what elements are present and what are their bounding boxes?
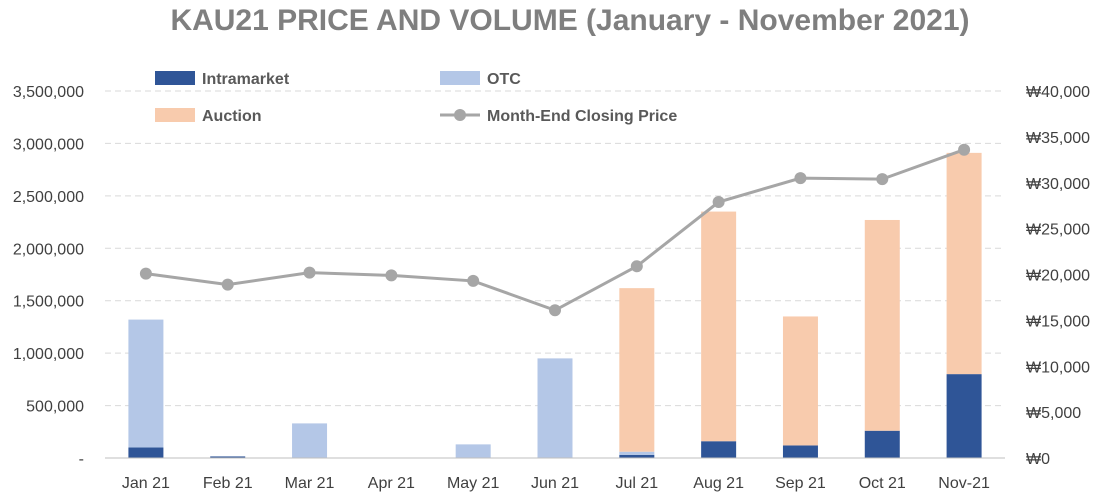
price-point — [712, 196, 725, 209]
legend-label-auction: Auction — [202, 108, 262, 125]
x-tick-label: Feb 21 — [203, 475, 253, 492]
price-point — [385, 269, 398, 282]
legend-swatch-auction — [155, 108, 195, 122]
bar-otc — [619, 451, 655, 455]
x-tick-label: Apr 21 — [368, 475, 415, 492]
x-tick-label: Nov-21 — [938, 475, 990, 492]
bar-otc — [537, 358, 573, 458]
bar-intramarket — [210, 456, 246, 458]
x-tick-label: Jun 21 — [531, 475, 579, 492]
price-point — [303, 266, 316, 279]
x-tick-label: Oct 21 — [859, 475, 906, 492]
y-left-tick-label: 3,500,000 — [13, 84, 84, 101]
y-left-tick-label: 1,500,000 — [13, 294, 84, 311]
legend-swatch-otc — [440, 71, 480, 85]
y-right-tick-label: ₩25,000 — [1026, 222, 1090, 239]
legend-swatch-intramarket — [155, 71, 195, 85]
price-point — [630, 260, 643, 273]
bar-intramarket — [864, 430, 900, 458]
price-point — [794, 172, 807, 185]
y-left-tick-label: - — [79, 451, 84, 468]
bar-intramarket — [128, 447, 164, 458]
bar-otc — [455, 444, 491, 458]
bar-auction — [619, 288, 655, 452]
y-right-tick-label: ₩5,000 — [1026, 405, 1081, 422]
bar-auction — [946, 152, 982, 375]
x-tick-label: Jul 21 — [615, 475, 658, 492]
y-right-tick-label: ₩35,000 — [1026, 130, 1090, 147]
x-tick-label: Aug 21 — [693, 475, 744, 492]
price-line-path — [145, 148, 965, 312]
legend: Intramarket OTC Auction Month-End Closing P… — [155, 71, 677, 125]
legend-label-month-end-closing-price: Month-End Closing Price — [487, 108, 677, 125]
y-right-tick-label: ₩40,000 — [1026, 84, 1090, 101]
y-left-tick-label: 1,000,000 — [13, 346, 84, 363]
y-left-tick-label: 500,000 — [26, 399, 84, 416]
bar-intramarket — [782, 445, 818, 458]
chart-title: KAU21 PRICE AND VOLUME (January - Novemb… — [170, 4, 969, 37]
x-tick-label: Jan 21 — [122, 475, 170, 492]
price-point — [876, 173, 889, 186]
legend-label-intramarket: Intramarket — [202, 71, 290, 88]
bar-intramarket — [946, 374, 982, 458]
x-tick-label: Sep 21 — [775, 475, 826, 492]
legend-marker-month-end-closing-price — [454, 109, 466, 121]
y-left-tick-label: 2,000,000 — [13, 241, 84, 258]
legend-label-otc: OTC — [487, 71, 521, 88]
y-right-tick-label: ₩0 — [1026, 451, 1050, 468]
bar-otc — [128, 319, 164, 448]
y-left-tick-label: 3,000,000 — [13, 136, 84, 153]
y-left-tick-label: 2,500,000 — [13, 189, 84, 206]
bar-otc — [292, 423, 328, 458]
price-line — [139, 143, 971, 317]
bar-intramarket — [701, 441, 737, 458]
price-point — [549, 304, 561, 317]
gridlines — [105, 90, 1005, 407]
x-tick-label: Mar 21 — [285, 475, 335, 492]
price-point — [221, 278, 234, 291]
bar-auction — [864, 219, 900, 431]
bar-intramarket — [619, 454, 655, 458]
y-right-tick-label: ₩15,000 — [1026, 313, 1090, 330]
x-tick-label: May 21 — [447, 475, 500, 492]
bar-auction — [782, 316, 818, 446]
axes: - 500,000 1,000,000 1,500,000 2,000,000 2,500… — [13, 84, 1090, 492]
y-right-tick-label: ₩30,000 — [1026, 176, 1090, 193]
bars — [128, 152, 982, 458]
price-point — [958, 143, 971, 156]
y-right-tick-label: ₩20,000 — [1026, 268, 1090, 285]
bar-auction — [701, 211, 737, 442]
y-right-tick-label: ₩10,000 — [1026, 359, 1090, 376]
price-point — [467, 274, 480, 287]
price-point — [139, 267, 152, 280]
